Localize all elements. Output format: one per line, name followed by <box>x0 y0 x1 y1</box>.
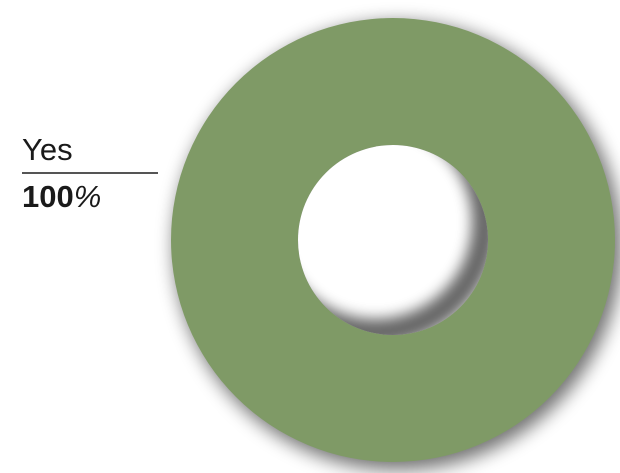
slice-yes <box>171 18 615 462</box>
legend-divider <box>22 172 158 174</box>
slices-group <box>171 18 615 462</box>
donut-hole-inner-shadow <box>298 145 488 335</box>
legend-value-yes: 100% <box>22 174 158 217</box>
legend-label-yes: Yes <box>22 132 73 167</box>
legend-value-unit: % <box>73 179 102 214</box>
legend-value-number: 100 <box>22 179 74 214</box>
legend: Yes 100% <box>22 132 158 217</box>
donut-hole <box>298 145 488 335</box>
